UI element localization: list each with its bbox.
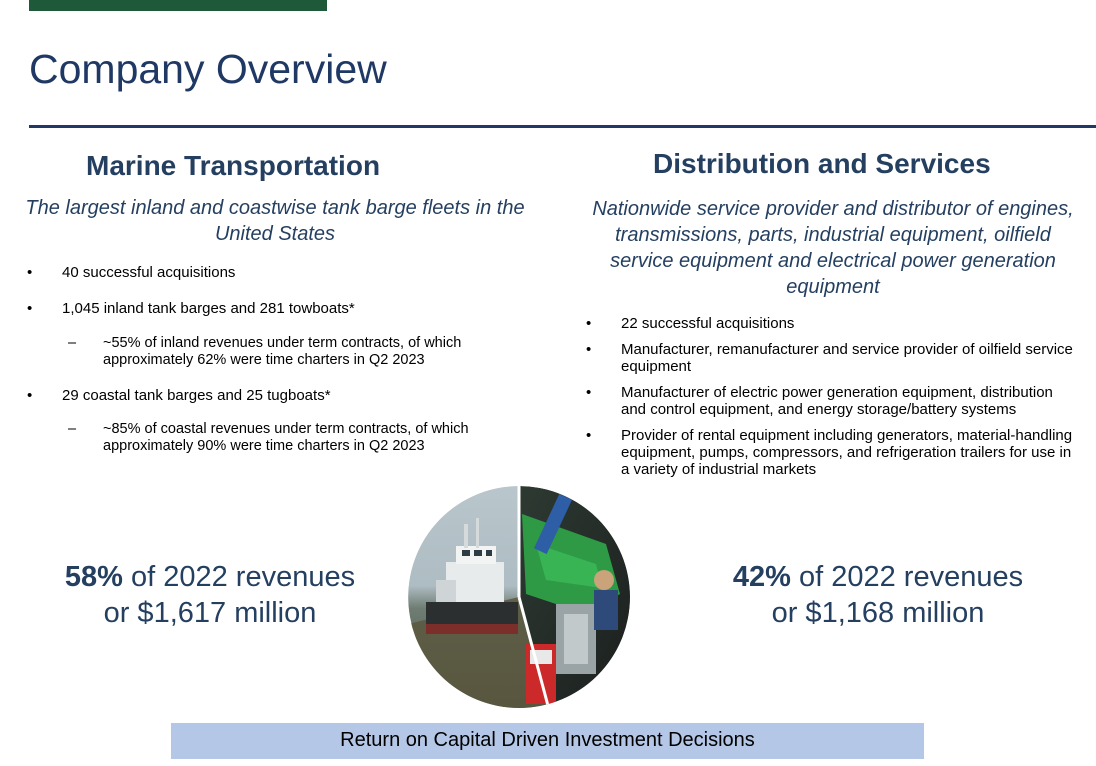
revenue-split-pie (406, 484, 632, 710)
list-subitem: – ~85% of coastal revenues under term co… (68, 421, 469, 454)
list-item: • 1,045 inland tank barges and 281 towbo… (27, 300, 355, 317)
page-title: Company Overview (29, 46, 387, 92)
marine-revenue-amount: or $1,617 million (103, 597, 317, 629)
distribution-revenue-pct: 42% (732, 561, 791, 593)
bullet-icon: • (586, 384, 592, 401)
footer-text: Return on Capital Driven Investment Deci… (340, 729, 755, 751)
distribution-bullet-list: • 22 successful acquisitions • Manufactu… (586, 315, 1076, 478)
bullet-icon: • (27, 387, 33, 404)
list-item: • 29 coastal tank barges and 25 tugboats… (27, 387, 331, 404)
list-subitem: – ~55% of inland revenues under term con… (68, 335, 462, 368)
marine-tagline: The largest inland and coastwise tank ba… (25, 197, 525, 245)
list-item: • Manufacturer, remanufacturer and servi… (586, 341, 1073, 375)
footer-banner: Return on Capital Driven Investment Deci… (171, 723, 924, 759)
towboat-icon (426, 518, 518, 634)
list-item: • 22 successful acquisitions (586, 315, 795, 332)
bullet-icon: • (27, 300, 33, 317)
distribution-revenue-amount: or $1,168 million (771, 597, 985, 629)
dash-icon: – (68, 335, 77, 351)
list-item: • Manufacturer of electric power generat… (586, 384, 1053, 418)
marine-revenue: 58% of 2022 revenues or $1,617 million (40, 559, 380, 631)
bullet-icon: • (27, 264, 33, 281)
bullet-icon: • (586, 341, 592, 358)
title-divider (29, 125, 1096, 128)
marine-bullet-list: • 40 successful acquisitions • 1,045 inl… (27, 264, 517, 455)
list-item: • Provider of rental equipment including… (586, 427, 1073, 478)
accent-bar (29, 0, 327, 11)
bullet-icon: • (586, 427, 592, 444)
distribution-tagline: Nationwide service provider and distribu… (592, 198, 1074, 298)
marine-heading: Marine Transportation (86, 150, 381, 181)
bullet-icon: • (586, 315, 592, 332)
dash-icon: – (68, 421, 77, 437)
list-item: • 40 successful acquisitions (27, 264, 236, 281)
distribution-revenue: 42% of 2022 revenues or $1,168 million (708, 559, 1048, 631)
distribution-heading: Distribution and Services (653, 148, 991, 179)
marine-revenue-pct: 58% (64, 561, 123, 593)
